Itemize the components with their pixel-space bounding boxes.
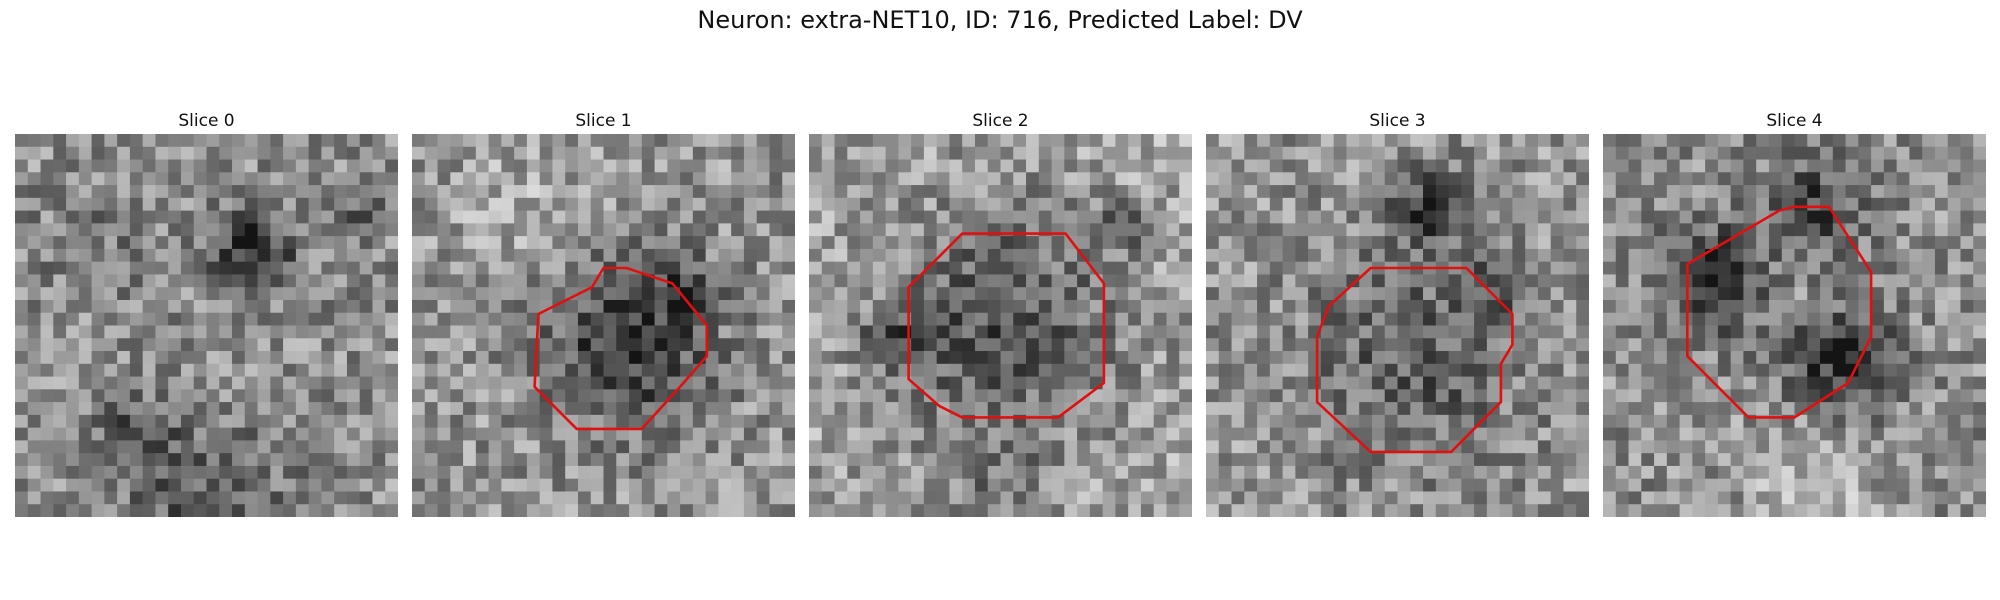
slice-panel-3: Slice 3 — [1206, 108, 1589, 517]
slice-panel-4: Slice 4 — [1603, 108, 1986, 517]
roi-contour-2 — [907, 232, 1106, 419]
roi-contour-1 — [533, 266, 709, 431]
roi-contour-4 — [1686, 205, 1873, 419]
slice-title-4: Slice 4 — [1766, 111, 1823, 131]
figure-title: Neuron: extra-NET10, ID: 716, Predicted … — [697, 6, 1303, 34]
slice-title-3: Slice 3 — [1369, 111, 1426, 131]
slice-image-3 — [1206, 134, 1589, 517]
slice-panel-2: Slice 2 — [809, 108, 1192, 517]
slice-title-1: Slice 1 — [575, 111, 632, 131]
slice-title-2: Slice 2 — [972, 111, 1029, 131]
slice-image-4 — [1603, 134, 1986, 517]
slice-panel-0: Slice 0 — [15, 108, 398, 517]
slice-image-1 — [412, 134, 795, 517]
slice-image-2 — [809, 134, 1192, 517]
slice-image-0 — [15, 134, 398, 517]
slice-title-0: Slice 0 — [178, 111, 235, 131]
roi-contour-3 — [1315, 266, 1514, 454]
slice-panel-1: Slice 1 — [412, 108, 795, 517]
